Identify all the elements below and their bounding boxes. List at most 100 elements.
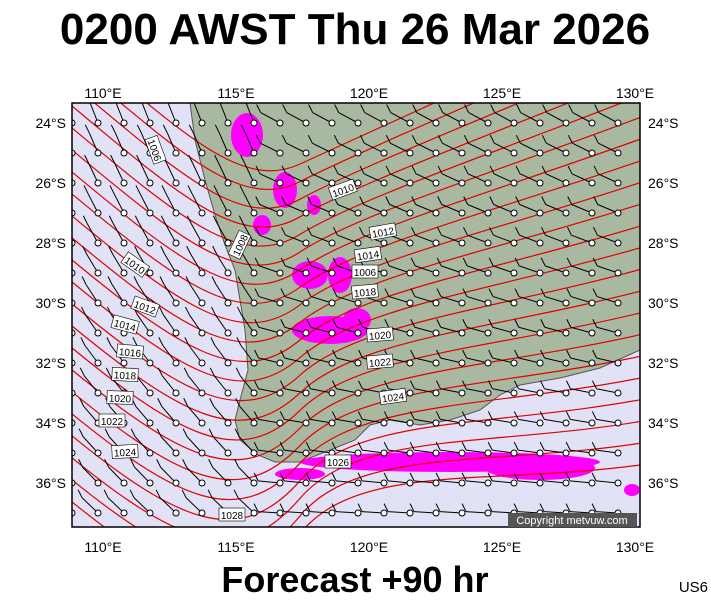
barb-flag	[306, 257, 312, 267]
lat-label: 28°S	[648, 235, 679, 251]
barb-shaft	[337, 234, 359, 244]
barb-flag	[129, 489, 135, 499]
copyright-box	[508, 513, 637, 527]
barb-shaft	[285, 173, 307, 184]
barb-shaft	[310, 296, 333, 304]
barb-shaft	[336, 357, 359, 364]
barb-flag	[331, 380, 337, 389]
barb-shaft	[84, 345, 99, 364]
barb-flag	[488, 319, 494, 328]
barb-shaft	[336, 418, 359, 424]
barb-shaft	[161, 405, 177, 424]
barb-flag	[105, 367, 111, 377]
barb-shaft	[546, 142, 567, 154]
barb-shaft	[284, 357, 307, 364]
barb-shaft	[336, 449, 359, 454]
barb-flag	[385, 165, 391, 175]
barb-station	[380, 119, 388, 127]
barb-flag	[157, 367, 163, 377]
barb-station	[172, 149, 180, 157]
barb-station	[224, 389, 232, 397]
barb-flag	[435, 411, 441, 420]
barb-shaft	[312, 112, 333, 124]
barb-shaft	[83, 405, 99, 424]
barb-flag	[254, 349, 260, 359]
barb-flag	[132, 337, 138, 346]
barb-flag	[489, 196, 495, 205]
barb-shaft	[493, 204, 515, 214]
barb-flag	[437, 165, 443, 175]
barb-shaft	[82, 466, 99, 484]
barb-flag	[207, 489, 213, 499]
barb-shaft	[213, 405, 229, 424]
barb-shaft	[188, 345, 203, 364]
barb-station	[250, 179, 258, 187]
barb-flag	[56, 277, 60, 285]
barb-station	[328, 149, 336, 157]
barb-flag	[357, 441, 363, 451]
barb-shaft	[186, 466, 203, 484]
barb-flag	[592, 288, 598, 297]
barb-shaft	[162, 345, 177, 364]
barb-flag	[331, 472, 337, 482]
barb-flag	[188, 154, 194, 164]
barb-flag	[57, 216, 61, 224]
barb-station	[302, 479, 310, 487]
barb-shaft	[114, 162, 125, 184]
barb-station	[562, 389, 570, 397]
barb-station	[302, 389, 310, 397]
barb-flag	[463, 134, 469, 144]
barb-flag	[357, 472, 363, 482]
barb-flag	[80, 337, 86, 346]
barb-station	[380, 209, 388, 217]
barb-shaft	[160, 436, 177, 454]
barb-shaft	[362, 418, 385, 424]
isobar-label-text: 1022	[369, 357, 393, 370]
barb-shaft	[167, 103, 177, 124]
isobar-label-box	[110, 314, 140, 335]
barb-shaft	[286, 112, 307, 124]
barb-flag	[541, 196, 547, 205]
barb-shaft	[115, 103, 125, 124]
barb-flag	[237, 276, 243, 285]
barb-flag	[306, 226, 312, 236]
barb-station	[94, 479, 102, 487]
barb-shaft	[86, 223, 99, 244]
barb-shaft	[441, 234, 463, 244]
isobar-label-box	[368, 222, 398, 241]
barb-shaft	[193, 103, 203, 124]
barb-flag	[436, 319, 442, 328]
barb-shaft	[72, 151, 73, 153]
barb-station	[380, 149, 388, 157]
barb-shaft	[570, 326, 593, 334]
barb-station	[614, 119, 622, 127]
isobar-label: 1022	[366, 353, 394, 370]
barb-shaft	[441, 204, 463, 214]
barb-flag	[305, 411, 311, 420]
lon-label: 115°E	[217, 539, 254, 555]
barb-flag	[307, 165, 313, 175]
barb-shaft	[311, 234, 333, 244]
barb-shaft	[388, 418, 411, 424]
barb-station	[484, 239, 492, 247]
barb-station	[484, 149, 492, 157]
isobar-label-text: 1022	[101, 417, 124, 428]
barb-flag	[84, 154, 90, 164]
barb-station	[172, 209, 180, 217]
barb-station	[302, 329, 310, 337]
barb-flag	[488, 226, 494, 236]
isobar-label-text: 1018	[114, 370, 137, 382]
barb-station	[354, 419, 362, 427]
barb-flag	[462, 257, 468, 267]
barb-station	[302, 449, 310, 457]
barb-shaft	[597, 173, 619, 184]
barb-station	[614, 179, 622, 187]
barb-flag	[210, 337, 216, 346]
barb-station	[302, 209, 310, 217]
isobar	[72, 225, 640, 363]
barb-shaft	[571, 204, 593, 214]
isobar-label-box	[366, 326, 394, 343]
barb-shaft	[544, 418, 567, 424]
barb-station	[328, 479, 336, 487]
barb-flag	[515, 196, 521, 205]
